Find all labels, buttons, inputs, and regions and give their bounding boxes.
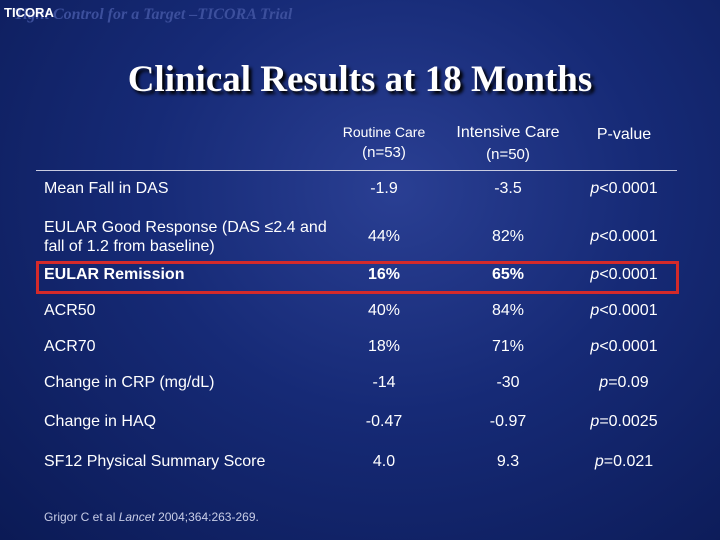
header-divider <box>36 170 677 171</box>
routine-care-value: 16% <box>367 266 401 283</box>
row-label: EULAR Good Response (DAS ≤2.4 and fall o… <box>44 219 327 255</box>
citation-authors: Grigor C et al <box>44 510 119 524</box>
column-header-p-value: P-value <box>574 126 674 144</box>
trial-subtitle-ghost: Tight Control for a Target –TICORA Trial <box>14 6 293 23</box>
routine-care-value: -14 <box>372 374 396 391</box>
row-label: Change in CRP (mg/dL) <box>44 374 215 391</box>
citation-journal: Lancet <box>118 510 155 524</box>
intensive-care-value: -3.5 <box>494 180 522 197</box>
p-value: p=0.0025 <box>574 413 674 431</box>
intensive-care-value: -0.97 <box>489 413 527 430</box>
p-value: p=0.09 <box>574 374 674 392</box>
citation: Grigor C et al Lancet 2004;364:263-269. <box>44 510 259 524</box>
p-value: p<0.0001 <box>574 338 674 356</box>
p-value-number: <0.0001 <box>599 302 658 319</box>
p-symbol: p <box>594 453 604 470</box>
column-header-routine-care: Routine Care (n=53) <box>326 124 442 161</box>
p-symbol: p <box>590 302 600 319</box>
p-value: p<0.0001 <box>574 180 674 198</box>
table-row: ACR70 18% 71% p<0.0001 <box>0 338 720 368</box>
row-label: EULAR Remission <box>44 266 185 283</box>
intensive-care-value: 9.3 <box>496 453 520 470</box>
routine-care-value: -0.47 <box>365 413 403 430</box>
p-value-number: <0.0001 <box>599 180 658 197</box>
table-row: SF12 Physical Summary Score 4.0 9.3 p=0.… <box>0 453 720 483</box>
routine-care-value: 44% <box>367 228 401 245</box>
p-symbol: p <box>590 338 600 355</box>
slide-title: Clinical Results at 18 Months <box>127 59 593 100</box>
column-header-intensive-n: (n=50) <box>486 146 530 163</box>
p-value: p<0.0001 <box>574 266 674 284</box>
p-symbol: p <box>590 413 600 430</box>
p-symbol: p <box>599 374 609 391</box>
column-header-p-value-label: P-value <box>596 126 652 143</box>
table-row: ACR50 40% 84% p<0.0001 <box>0 302 720 332</box>
column-header-routine-name: Routine Care <box>342 124 426 140</box>
table-row: Mean Fall in DAS -1.9 -3.5 p<0.0001 <box>0 180 720 210</box>
routine-care-value: 4.0 <box>372 453 396 470</box>
p-value: p<0.0001 <box>574 302 674 320</box>
p-value-number: =0.0025 <box>599 413 658 430</box>
p-value-number: <0.0001 <box>599 338 658 355</box>
routine-care-value: -1.9 <box>370 180 398 197</box>
p-symbol: p <box>590 180 600 197</box>
table-row: EULAR Good Response (DAS ≤2.4 and fall o… <box>0 218 720 258</box>
p-value-number: =0.09 <box>608 374 649 391</box>
column-header-routine-n: (n=53) <box>362 144 406 161</box>
p-symbol: p <box>590 228 600 245</box>
table-row: Change in HAQ -0.47 -0.97 p=0.0025 <box>0 413 720 443</box>
p-value-number: =0.021 <box>603 453 654 470</box>
row-label: SF12 Physical Summary Score <box>44 453 266 470</box>
p-value: p<0.0001 <box>574 228 674 246</box>
routine-care-value: 40% <box>367 302 401 319</box>
column-header-intensive-care: Intensive Care (n=50) <box>444 124 572 163</box>
column-header-intensive-name: Intensive Care <box>456 124 560 141</box>
corner-label: TICORA <box>4 5 54 20</box>
table-row: Change in CRP (mg/dL) -14 -30 p=0.09 <box>0 374 720 404</box>
citation-details: 2004;364:263-269. <box>154 510 259 524</box>
intensive-care-value: 65% <box>491 266 525 283</box>
row-label: Change in HAQ <box>44 413 157 430</box>
intensive-care-value: -30 <box>496 374 520 391</box>
p-value-number: <0.0001 <box>599 228 658 245</box>
routine-care-value: 18% <box>367 338 401 355</box>
p-symbol: p <box>590 266 600 283</box>
p-value: p=0.021 <box>574 453 674 471</box>
table-row-highlighted: EULAR Remission 16% 65% p<0.0001 <box>0 266 720 296</box>
row-label: ACR50 <box>44 302 96 319</box>
p-value-number: <0.0001 <box>599 266 658 283</box>
highlight-box-eular-remission <box>36 261 679 294</box>
intensive-care-value: 82% <box>491 228 525 245</box>
row-label: Mean Fall in DAS <box>44 180 169 197</box>
intensive-care-value: 84% <box>491 302 525 319</box>
row-label: ACR70 <box>44 338 96 355</box>
intensive-care-value: 71% <box>491 338 525 355</box>
